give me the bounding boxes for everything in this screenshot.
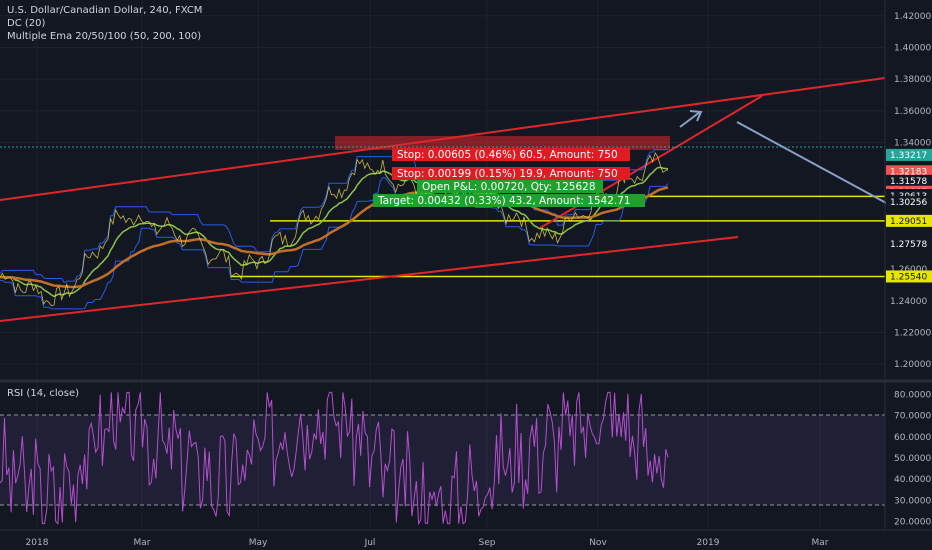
main-pane[interactable]: Stop: 0.00605 (0.46%) 60.5, Amount: 750 S… bbox=[0, 0, 889, 530]
price-tag-label: 1.29051 bbox=[890, 217, 927, 227]
price-tag-bg bbox=[886, 165, 932, 178]
rsi-legend[interactable]: RSI (14, close) bbox=[7, 388, 80, 399]
rsi-tick-label: 70.0000 bbox=[894, 412, 931, 422]
time-tick-label: May bbox=[249, 538, 268, 548]
rsi-tick-label: 80.0000 bbox=[894, 390, 931, 400]
rsi-pane[interactable] bbox=[0, 391, 885, 526]
price-tag-bg bbox=[886, 270, 932, 283]
price-tag-bg bbox=[886, 195, 932, 208]
price-tick-label: 1.36000 bbox=[894, 107, 931, 117]
price-tick-label: 1.34000 bbox=[894, 139, 931, 149]
trade-box-label: Stop: 0.00605 (0.46%) 60.5, Amount: 750 bbox=[397, 149, 618, 161]
time-tick-label: 2019 bbox=[697, 538, 720, 548]
rsi-tick-label: 50.0000 bbox=[894, 454, 931, 464]
price-tag-label: 1.26000 bbox=[890, 265, 927, 275]
price-axis[interactable]: 1.42000 1.40000 1.38000 1.36000 1.34000 1.220… bbox=[886, 12, 932, 370]
resistance-zone[interactable] bbox=[335, 136, 670, 150]
time-tick-label: Mar bbox=[812, 538, 829, 548]
forecast-arrows[interactable] bbox=[679, 110, 889, 205]
symbol-title[interactable]: U.S. Dollar/Canadian Dollar, 240, FXCM bbox=[7, 5, 203, 16]
time-tick-label: Jul bbox=[364, 538, 376, 548]
ema-fast-line bbox=[0, 166, 669, 298]
ema-slow-line bbox=[0, 186, 669, 289]
trade-box-label: Target: 0.00432 (0.33%) 43.2, Amount: 15… bbox=[377, 195, 631, 207]
time-tick-label: Sep bbox=[479, 538, 496, 548]
trade-box-bg bbox=[392, 167, 630, 180]
rsi-tick-label: 60.0000 bbox=[894, 433, 931, 443]
price-tag-label: 1.27578 bbox=[890, 240, 927, 250]
rsi-tick-label: 30.0000 bbox=[894, 496, 931, 506]
indicators bbox=[0, 149, 669, 310]
price-tick-label: 1.42000 bbox=[894, 12, 931, 22]
rsi-tick-label: 40.0000 bbox=[894, 475, 931, 485]
price-tag-bg bbox=[886, 148, 932, 161]
price-tag-label: 1.30256 bbox=[890, 198, 927, 208]
trade-box-bg bbox=[392, 148, 630, 161]
dc-upper-band bbox=[0, 149, 668, 284]
price-tag-label: 1.24000 bbox=[890, 297, 927, 307]
time-tick-label: Mar bbox=[134, 538, 151, 548]
time-tick-label: Nov bbox=[589, 538, 607, 548]
price-tag-label: 1.25540 bbox=[890, 272, 927, 282]
price-tick-label: 1.40000 bbox=[894, 44, 931, 54]
channel-lower-line bbox=[0, 236, 739, 322]
rsi-tick-label: 20.0000 bbox=[894, 518, 931, 528]
price-line bbox=[0, 151, 669, 307]
dc-lower-band bbox=[0, 177, 669, 310]
down-projection-line bbox=[736, 121, 889, 205]
time-axis[interactable]: 2018 Mar May Jul Sep Nov 2019 Mar bbox=[26, 538, 829, 548]
price-tag-bg bbox=[886, 238, 932, 251]
trade-box-bg bbox=[417, 180, 603, 193]
trade-box-bg bbox=[373, 194, 645, 207]
dc-legend[interactable]: DC (20) bbox=[7, 18, 46, 29]
price-tag-label: 1.32183 bbox=[890, 167, 927, 177]
price-tag-label: 1.33217 bbox=[890, 151, 927, 161]
trade-boxes[interactable]: Stop: 0.00605 (0.46%) 60.5, Amount: 750 S… bbox=[373, 148, 645, 207]
trade-box-label: Stop: 0.00199 (0.15%) 19.9, Amount: 750 bbox=[397, 168, 618, 180]
rsi-path bbox=[0, 391, 669, 526]
price-tag-bg bbox=[886, 174, 932, 187]
rsi-axis[interactable]: 80.0000 70.0000 60.0000 50.0000 40.0000 30.00… bbox=[894, 390, 931, 527]
price-tag-bg bbox=[886, 214, 932, 227]
price-tick-label: 1.22000 bbox=[894, 329, 931, 339]
ema-legend[interactable]: Multiple Ema 20/50/100 (50, 200, 100) bbox=[7, 31, 202, 42]
time-tick-label: 2018 bbox=[26, 538, 49, 548]
price-tag-label: 1.31578 bbox=[890, 177, 927, 187]
rsi-band bbox=[0, 415, 885, 505]
price-tick-label: 1.20000 bbox=[894, 360, 931, 370]
price-series bbox=[0, 151, 669, 307]
up-arrow-head bbox=[689, 110, 703, 122]
rsi-line bbox=[0, 391, 669, 526]
price-tick-label: 1.38000 bbox=[894, 75, 931, 85]
trade-box-label: Open P&L: 0.00720, Qty: 125628 bbox=[422, 181, 596, 193]
up-arrow bbox=[679, 111, 701, 128]
